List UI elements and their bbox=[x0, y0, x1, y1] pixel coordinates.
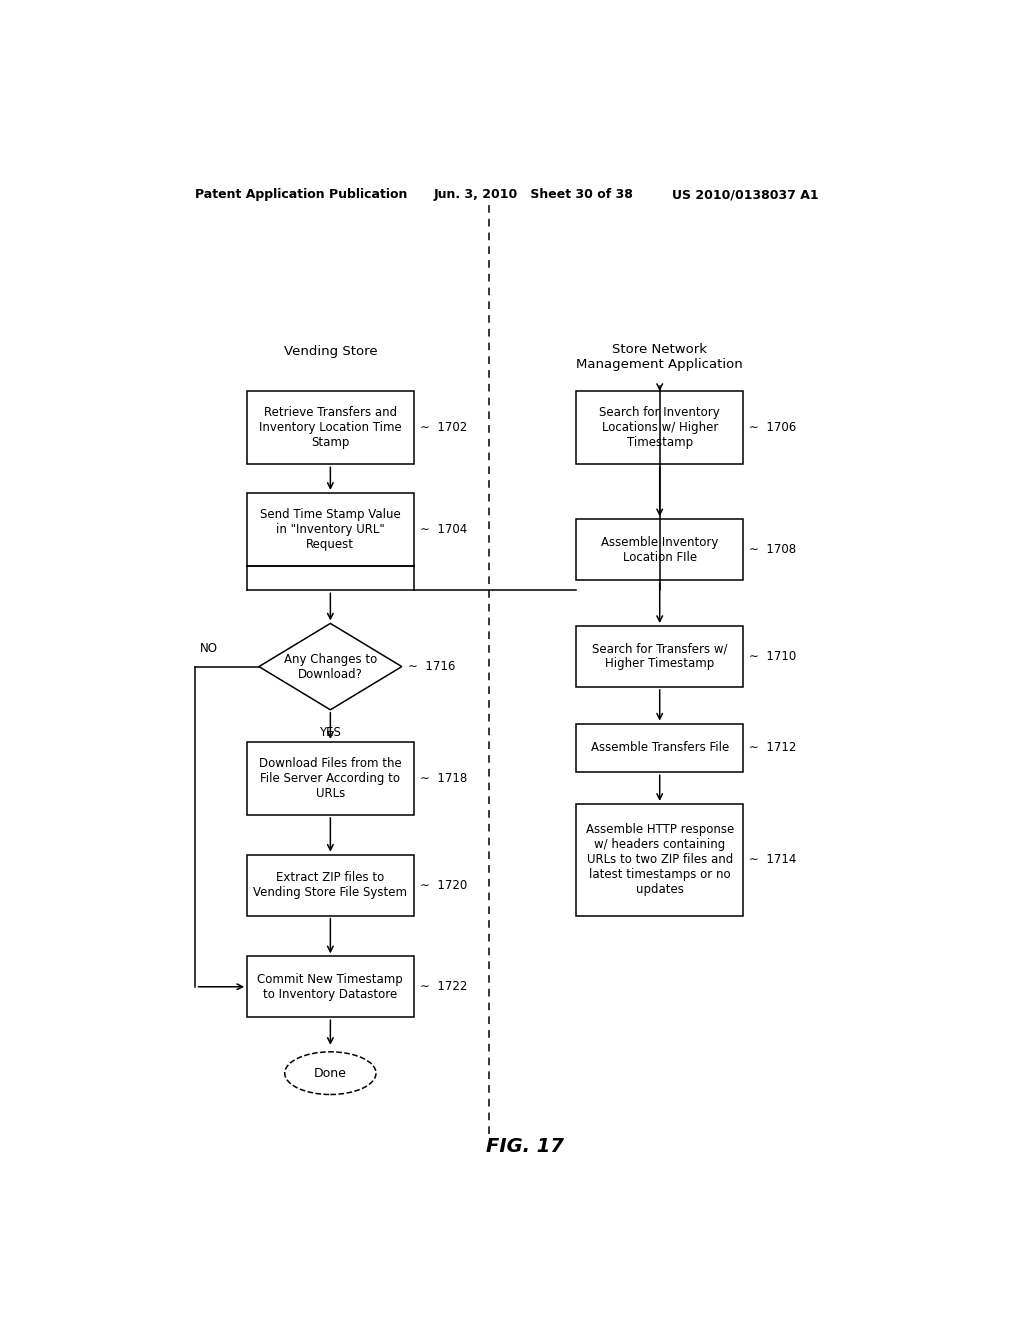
Text: Assemble Transfers File: Assemble Transfers File bbox=[591, 742, 729, 755]
Text: ∼  1702: ∼ 1702 bbox=[420, 421, 467, 434]
Text: ∼  1706: ∼ 1706 bbox=[750, 421, 797, 434]
FancyBboxPatch shape bbox=[577, 519, 743, 581]
FancyBboxPatch shape bbox=[577, 626, 743, 686]
Text: Send Time Stamp Value
in "Inventory URL"
Request: Send Time Stamp Value in "Inventory URL"… bbox=[260, 508, 400, 550]
FancyBboxPatch shape bbox=[247, 492, 414, 566]
Text: Assemble Inventory
Location FIle: Assemble Inventory Location FIle bbox=[601, 536, 719, 564]
Text: ∼  1704: ∼ 1704 bbox=[420, 523, 467, 536]
Text: YES: YES bbox=[319, 726, 341, 739]
Text: Download Files from the
File Server According to
URLs: Download Files from the File Server Acco… bbox=[259, 756, 401, 800]
Text: Patent Application Publication: Patent Application Publication bbox=[196, 189, 408, 202]
FancyBboxPatch shape bbox=[247, 956, 414, 1018]
Text: Done: Done bbox=[314, 1067, 347, 1080]
Text: Extract ZIP files to
Vending Store File System: Extract ZIP files to Vending Store File … bbox=[253, 871, 408, 899]
Text: ∼  1708: ∼ 1708 bbox=[750, 544, 797, 556]
Polygon shape bbox=[259, 623, 401, 710]
Text: US 2010/0138037 A1: US 2010/0138037 A1 bbox=[672, 189, 818, 202]
Text: ∼  1712: ∼ 1712 bbox=[750, 742, 797, 755]
Text: Commit New Timestamp
to Inventory Datastore: Commit New Timestamp to Inventory Datast… bbox=[257, 973, 403, 1001]
Text: FIG. 17: FIG. 17 bbox=[485, 1137, 564, 1156]
Text: Retrieve Transfers and
Inventory Location Time
Stamp: Retrieve Transfers and Inventory Locatio… bbox=[259, 407, 401, 449]
Text: Assemble HTTP response
w/ headers containing
URLs to two ZIP files and
latest ti: Assemble HTTP response w/ headers contai… bbox=[586, 824, 734, 896]
FancyBboxPatch shape bbox=[577, 723, 743, 772]
FancyBboxPatch shape bbox=[247, 854, 414, 916]
FancyBboxPatch shape bbox=[577, 391, 743, 465]
Text: ∼  1714: ∼ 1714 bbox=[750, 853, 797, 866]
Text: Any Changes to
Download?: Any Changes to Download? bbox=[284, 652, 377, 681]
FancyBboxPatch shape bbox=[247, 742, 414, 814]
Text: Vending Store: Vending Store bbox=[284, 345, 377, 358]
Text: Store Network
Management Application: Store Network Management Application bbox=[577, 343, 743, 371]
Text: Search for Transfers w/
Higher Timestamp: Search for Transfers w/ Higher Timestamp bbox=[592, 643, 727, 671]
FancyBboxPatch shape bbox=[247, 391, 414, 465]
Text: Jun. 3, 2010   Sheet 30 of 38: Jun. 3, 2010 Sheet 30 of 38 bbox=[433, 189, 634, 202]
Ellipse shape bbox=[285, 1052, 376, 1094]
Text: NO: NO bbox=[200, 642, 217, 655]
Text: ∼  1718: ∼ 1718 bbox=[420, 772, 467, 785]
Text: ∼  1720: ∼ 1720 bbox=[420, 879, 467, 891]
Text: ∼  1722: ∼ 1722 bbox=[420, 981, 467, 993]
Text: ∼  1716: ∼ 1716 bbox=[409, 660, 456, 673]
Text: Search for Inventory
Locations w/ Higher
Timestamp: Search for Inventory Locations w/ Higher… bbox=[599, 407, 720, 449]
Text: ∼  1710: ∼ 1710 bbox=[750, 649, 797, 663]
FancyBboxPatch shape bbox=[577, 804, 743, 916]
